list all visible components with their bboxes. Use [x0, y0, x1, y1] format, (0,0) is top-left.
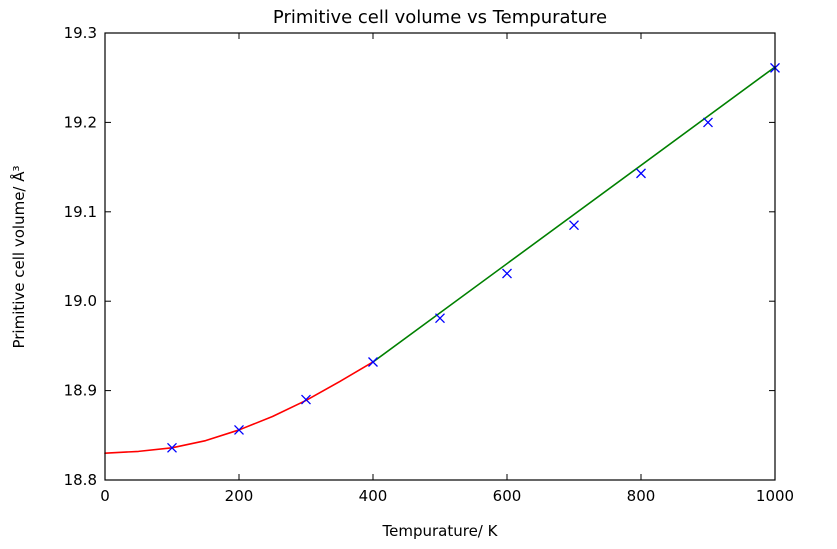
x-axis-label: Tempurature/ K	[382, 522, 499, 540]
plot-content: 0 200 400 600 800 1000 18.8 18.9 19.0 19.1 19.2 19.…	[64, 24, 795, 505]
chart-title: Primitive cell volume vs Tempurature	[273, 7, 607, 28]
axes-frame	[104, 32, 776, 481]
series-line-high-temperature-fit	[372, 66, 776, 363]
x-tick-label: 600	[493, 487, 522, 505]
x-tick-label: 0	[100, 487, 110, 505]
x-tick-label: 200	[225, 487, 254, 505]
x-tick-label: 1000	[756, 487, 794, 505]
x-tick-label: 800	[627, 487, 656, 505]
y-axis-label: Primitive cell volume/ Å³	[9, 165, 28, 348]
plot-background	[105, 33, 775, 480]
data-point-marker	[435, 313, 445, 324]
y-tick-label: 19.3	[64, 24, 97, 42]
y-tick-label: 19.0	[64, 292, 97, 310]
y-tick-label: 19.2	[64, 113, 97, 131]
data-point-marker	[569, 220, 579, 231]
data-point-marker	[636, 168, 646, 179]
data-point-marker	[502, 268, 512, 279]
data-point-marker	[301, 394, 311, 405]
data-point-marker	[703, 117, 713, 128]
y-tick-label: 18.9	[64, 382, 97, 400]
data-point-marker	[234, 424, 244, 435]
data-point-marker	[167, 442, 177, 453]
x-tick-label: 400	[359, 487, 388, 505]
data-point-marker	[368, 357, 378, 367]
y-tick-label: 19.1	[64, 203, 97, 221]
y-tick-label: 18.8	[64, 471, 97, 489]
